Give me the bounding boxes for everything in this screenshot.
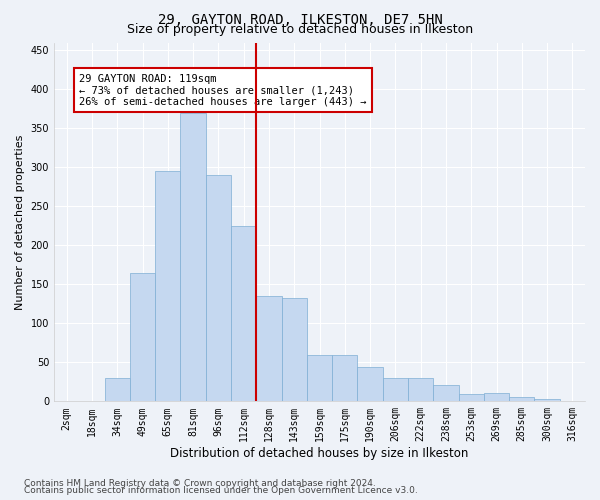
Bar <box>206 175 231 402</box>
Bar <box>383 378 408 402</box>
Bar <box>458 394 484 402</box>
Text: Contains public sector information licensed under the Open Government Licence v3: Contains public sector information licen… <box>24 486 418 495</box>
Bar <box>130 272 155 402</box>
Bar <box>281 298 307 402</box>
Bar <box>433 385 458 402</box>
Bar <box>231 226 256 402</box>
Text: 29, GAYTON ROAD, ILKESTON, DE7 5HN: 29, GAYTON ROAD, ILKESTON, DE7 5HN <box>158 12 442 26</box>
X-axis label: Distribution of detached houses by size in Ilkeston: Distribution of detached houses by size … <box>170 447 469 460</box>
Text: Contains HM Land Registry data © Crown copyright and database right 2024.: Contains HM Land Registry data © Crown c… <box>24 478 376 488</box>
Bar <box>408 378 433 402</box>
Bar <box>560 400 585 402</box>
Bar <box>332 354 358 402</box>
Bar <box>484 393 509 402</box>
Bar <box>358 367 383 402</box>
Bar <box>181 112 206 402</box>
Text: 29 GAYTON ROAD: 119sqm
← 73% of detached houses are smaller (1,243)
26% of semi-: 29 GAYTON ROAD: 119sqm ← 73% of detached… <box>79 74 367 107</box>
Bar <box>104 378 130 402</box>
Text: Size of property relative to detached houses in Ilkeston: Size of property relative to detached ho… <box>127 22 473 36</box>
Y-axis label: Number of detached properties: Number of detached properties <box>15 134 25 310</box>
Bar <box>509 398 535 402</box>
Bar <box>535 399 560 402</box>
Bar <box>307 354 332 402</box>
Bar <box>155 171 181 402</box>
Bar <box>256 296 281 402</box>
